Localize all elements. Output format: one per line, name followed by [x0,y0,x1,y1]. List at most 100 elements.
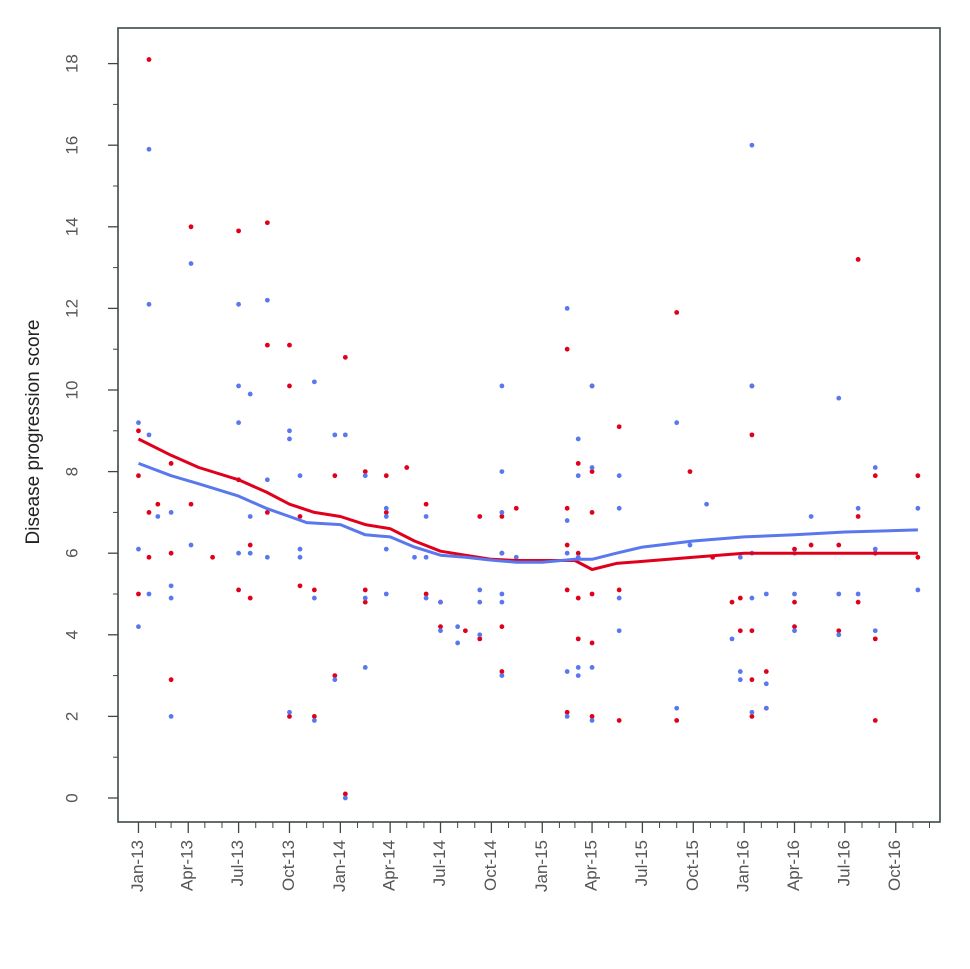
blue-data-point [704,501,709,507]
blue-data-point [836,632,842,638]
blue-data-point [872,628,878,634]
blue-data-point [236,550,241,556]
red-data-point [311,714,317,719]
red-data-point [589,640,595,646]
blue-data-point [564,714,570,719]
x-tick-label: Jul-15 [632,840,651,886]
y-tick-label: 10 [62,381,81,400]
blue-data-point [763,591,769,597]
x-tick-label: Oct-16 [885,840,904,891]
blue-data-point [342,795,348,801]
blue-data-point [362,665,368,670]
x-tick-label: Oct-13 [279,840,298,891]
red-data-point [792,599,797,605]
blue-data-point [564,306,570,311]
blue-data-point [136,420,141,426]
blue-data-point [575,673,581,678]
red-data-point [342,354,348,360]
red-data-point [362,587,368,593]
red-data-point [855,514,861,519]
blue-data-point [589,383,595,389]
red-data-point [438,624,443,630]
blue-data-point [687,542,693,548]
red-data-point [616,718,622,723]
red-data-point [332,673,338,678]
blue-data-point [808,514,814,519]
red-data-point [236,228,241,234]
blue-data-point [247,514,253,519]
red-data-point [855,257,861,262]
x-tick-label: Oct-14 [481,840,500,891]
plot-frame [117,27,941,823]
blue-data-point [749,142,755,148]
blue-data-point [342,432,348,438]
blue-data-point [297,546,303,552]
blue-data-point [362,473,368,479]
blue-data-point [146,432,152,438]
red-data-point [737,628,743,634]
red-data-point [155,501,161,507]
red-data-point [342,791,348,797]
blue-data-point [575,665,581,670]
axes: 0 2 4 6 8 10 12 14 16 18 Jan-13 Apr-13 Jul-13 Oct-13 J… [62,54,930,892]
blue-data-point [616,505,622,511]
red-data-point [763,669,769,674]
blue-data-point [287,709,292,715]
blue-data-point [915,505,921,511]
red-data-point [749,714,755,719]
blue-data-point [247,550,253,556]
blue-data-point [168,595,174,601]
x-tick-label: Jul-13 [228,840,247,886]
red-data-point [423,591,429,597]
blue-data-point [737,677,743,683]
y-tick-label: 2 [62,712,81,721]
x-tick-label: Apr-14 [380,840,399,891]
blue-data-point [477,632,483,638]
y-tick-label: 12 [62,299,81,318]
y-tick-label: 8 [62,467,81,476]
y-tick-label: 4 [62,630,81,639]
red-data-point [404,465,410,470]
red-data-point [287,342,292,348]
plot-border [117,27,941,823]
blue-data-point [674,420,680,426]
red-data-point [136,591,141,597]
red-data-point [589,469,595,474]
x-tick-label: Jul-14 [430,840,449,886]
red-data-point [247,542,253,548]
red-data-point [749,677,755,683]
y-tick-label: 18 [62,54,81,73]
blue-data-point [236,383,241,389]
red-data-point [287,714,292,719]
red-data-point [575,461,581,466]
blue-data-point [168,714,174,719]
blue-data-point [872,465,878,470]
blue-data-point [499,673,505,678]
x-tick-label: Apr-13 [178,840,197,891]
blue-data-point [188,261,194,266]
blue-data-point [264,477,270,483]
blue-data-point [332,677,338,683]
blue-data-point [236,301,241,307]
x-tick-label: Jan-16 [734,840,753,892]
red-data-point [564,505,570,511]
blue-data-point [423,595,429,601]
blue-data-point [136,546,141,552]
red-data-point [589,591,595,597]
red-data-point [872,473,878,479]
red-data-point [297,583,303,589]
red-data-point [836,542,842,548]
blue-data-point [455,624,461,630]
red-data-point [729,599,735,605]
blue-data-point [737,669,743,674]
red-data-point [564,542,570,548]
blue-data-point [332,432,338,438]
red-data-point [792,624,797,630]
blue-data-point [383,505,389,511]
blue-data-point [872,546,878,552]
blue-data-point [763,681,769,687]
red-data-point [575,550,581,556]
x-tick-label: Jan-14 [330,840,349,892]
blue-data-point [146,146,152,152]
red-data-point [136,428,141,434]
